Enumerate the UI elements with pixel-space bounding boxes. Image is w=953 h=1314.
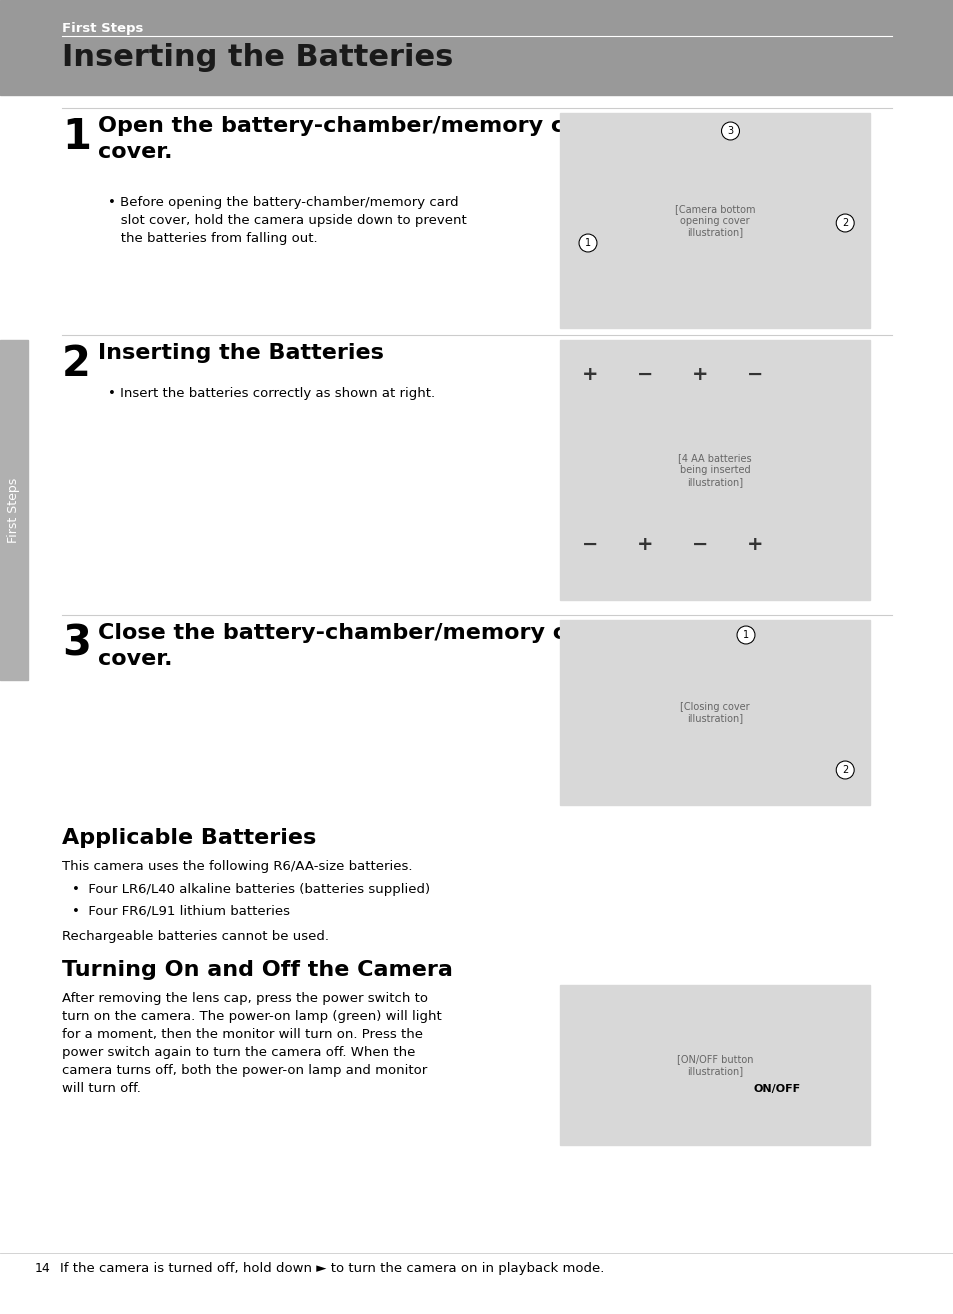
Text: First Steps: First Steps xyxy=(62,22,143,35)
Text: +: + xyxy=(691,365,707,384)
Circle shape xyxy=(836,761,853,779)
Text: 2: 2 xyxy=(62,343,91,385)
Text: Applicable Batteries: Applicable Batteries xyxy=(62,828,315,848)
Text: •  Four LR6/L40 alkaline batteries (batteries supplied): • Four LR6/L40 alkaline batteries (batte… xyxy=(71,883,430,896)
Text: This camera uses the following R6/AA-size batteries.: This camera uses the following R6/AA-siz… xyxy=(62,859,412,872)
Circle shape xyxy=(720,122,739,141)
Text: 1: 1 xyxy=(62,116,91,158)
Circle shape xyxy=(737,625,754,644)
Text: ON/OFF: ON/OFF xyxy=(753,1084,800,1095)
Text: • Before opening the battery-chamber/memory card
   slot cover, hold the camera : • Before opening the battery-chamber/mem… xyxy=(108,196,466,244)
Text: Turning On and Off the Camera: Turning On and Off the Camera xyxy=(62,961,453,980)
Text: Rechargeable batteries cannot be used.: Rechargeable batteries cannot be used. xyxy=(62,930,329,943)
Text: Inserting the Batteries: Inserting the Batteries xyxy=(62,43,453,72)
Text: Open the battery-chamber/memory card slot
cover.: Open the battery-chamber/memory card slo… xyxy=(98,116,659,163)
Text: +: + xyxy=(581,365,598,384)
Bar xyxy=(559,113,869,328)
Text: 2: 2 xyxy=(841,218,847,229)
Text: −: − xyxy=(746,365,762,384)
Text: [4 AA batteries
being inserted
illustration]: [4 AA batteries being inserted illustrat… xyxy=(678,453,751,486)
Text: 1: 1 xyxy=(584,238,591,248)
Text: −: − xyxy=(581,535,598,555)
Text: 3: 3 xyxy=(727,126,733,137)
Text: −: − xyxy=(637,365,653,384)
Text: 14: 14 xyxy=(35,1261,51,1275)
Text: [ON/OFF button
illustration]: [ON/OFF button illustration] xyxy=(676,1054,753,1076)
Bar xyxy=(559,340,869,600)
Text: If the camera is turned off, hold down ► to turn the camera on in playback mode.: If the camera is turned off, hold down ►… xyxy=(60,1261,604,1275)
Text: +: + xyxy=(636,535,653,555)
Text: [Camera bottom
opening cover
illustration]: [Camera bottom opening cover illustratio… xyxy=(674,204,755,237)
Text: Inserting the Batteries: Inserting the Batteries xyxy=(98,343,383,363)
Text: Close the battery-chamber/memory card slot
cover.: Close the battery-chamber/memory card sl… xyxy=(98,623,661,669)
Text: [Closing cover
illustration]: [Closing cover illustration] xyxy=(679,702,749,723)
Bar xyxy=(0,340,28,681)
Bar xyxy=(559,986,869,1144)
Text: First Steps: First Steps xyxy=(8,477,20,543)
Text: After removing the lens cap, press the power switch to
turn on the camera. The p: After removing the lens cap, press the p… xyxy=(62,992,441,1095)
Text: +: + xyxy=(746,535,762,555)
Circle shape xyxy=(578,234,597,252)
Bar xyxy=(0,0,953,95)
Text: 3: 3 xyxy=(62,623,91,665)
Text: −: − xyxy=(691,535,707,555)
Text: 1: 1 xyxy=(742,629,748,640)
Text: •  Four FR6/L91 lithium batteries: • Four FR6/L91 lithium batteries xyxy=(71,905,290,918)
Bar xyxy=(559,620,869,805)
Text: 2: 2 xyxy=(841,765,847,775)
Text: • Insert the batteries correctly as shown at right.: • Insert the batteries correctly as show… xyxy=(108,388,435,399)
Circle shape xyxy=(836,214,853,233)
